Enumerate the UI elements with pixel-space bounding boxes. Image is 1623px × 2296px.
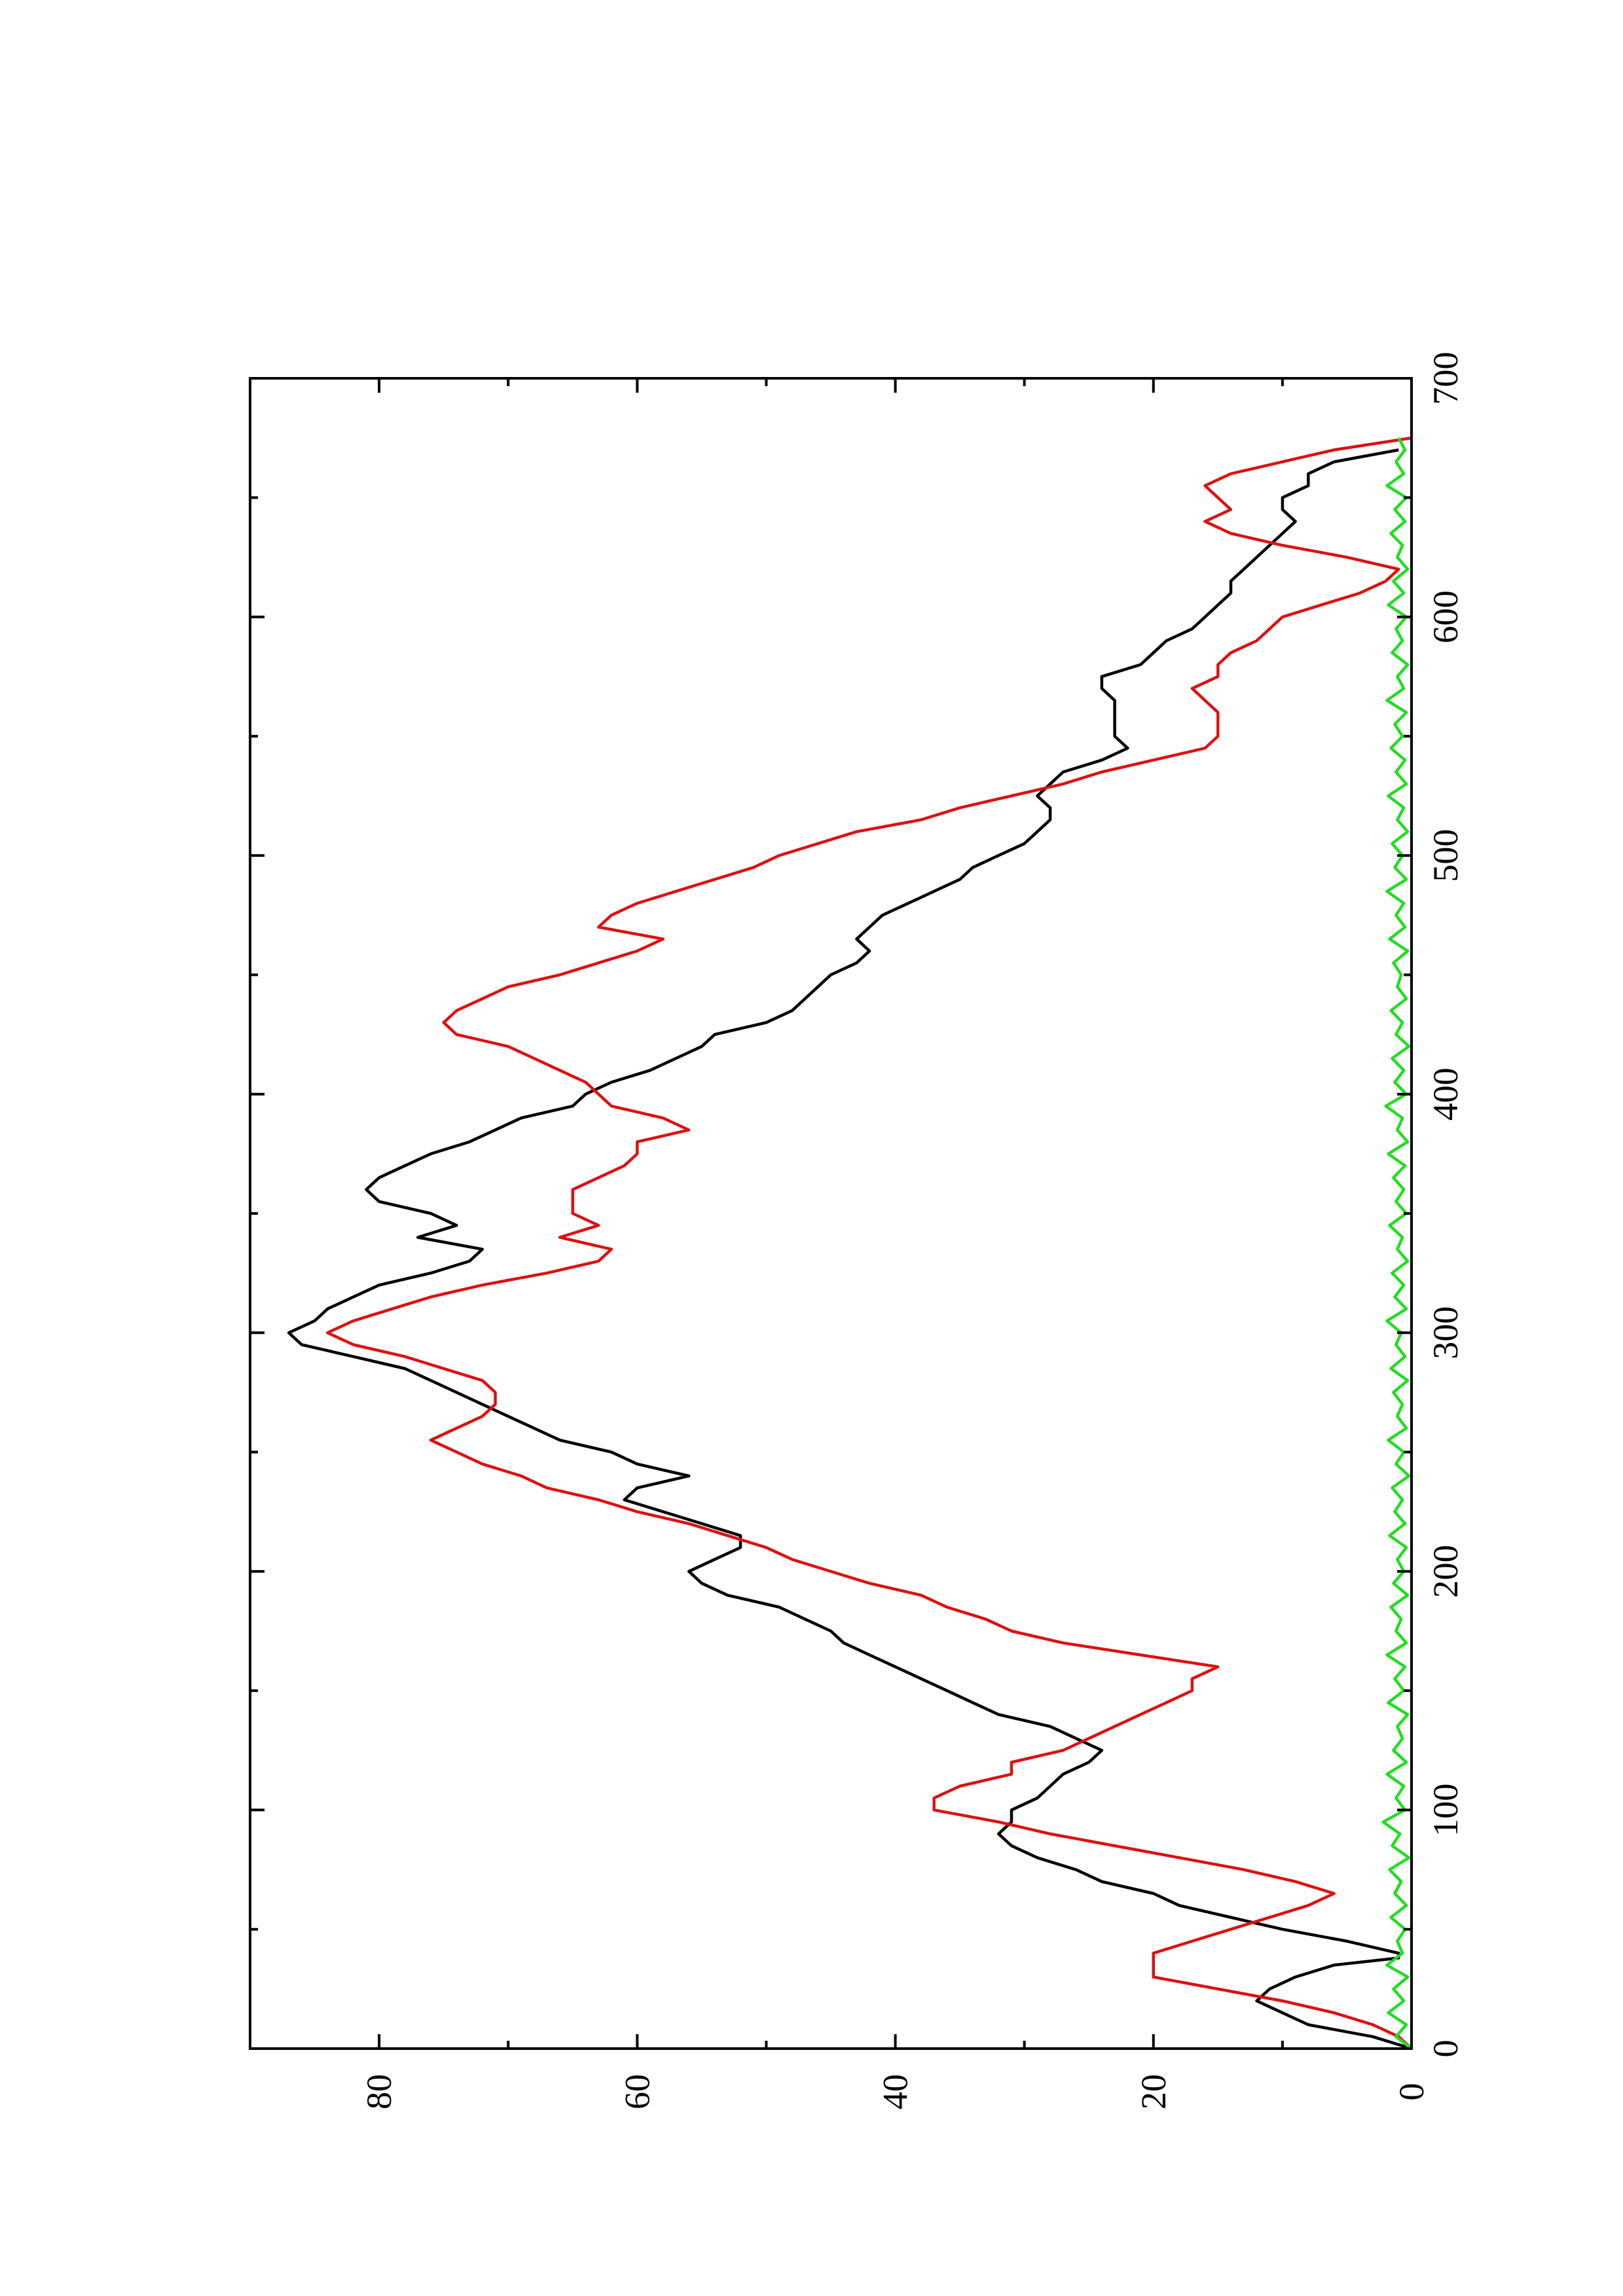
series-line-1 — [287, 448, 1412, 2051]
y-tick-label: 80 — [359, 2074, 399, 2109]
y-tick-label: 20 — [1134, 2074, 1173, 2109]
y-tick-label: 0 — [1392, 2083, 1431, 2101]
x-tick-label: 300 — [1426, 1306, 1465, 1359]
ticks-layer — [250, 377, 1413, 2050]
series-line-3 — [1381, 437, 1413, 2050]
x-tick-label: 0 — [1426, 2040, 1465, 2058]
y-tick-label: 60 — [617, 2074, 657, 2109]
series-line-2 — [326, 436, 1413, 2050]
x-tick-label: 200 — [1426, 1545, 1465, 1598]
series-layer — [287, 436, 1413, 2051]
x-tick-label: 600 — [1426, 590, 1465, 643]
x-tick-label: 500 — [1426, 829, 1465, 882]
tick-labels-layer: 0 100 200 300 400 500 600 700 0 20 40 60 80 — [359, 352, 1465, 2110]
x-tick-label: 100 — [1426, 1784, 1465, 1837]
y-tick-label: 40 — [876, 2074, 915, 2109]
x-tick-label: 400 — [1426, 1067, 1465, 1121]
x-tick-label: 700 — [1426, 352, 1465, 405]
